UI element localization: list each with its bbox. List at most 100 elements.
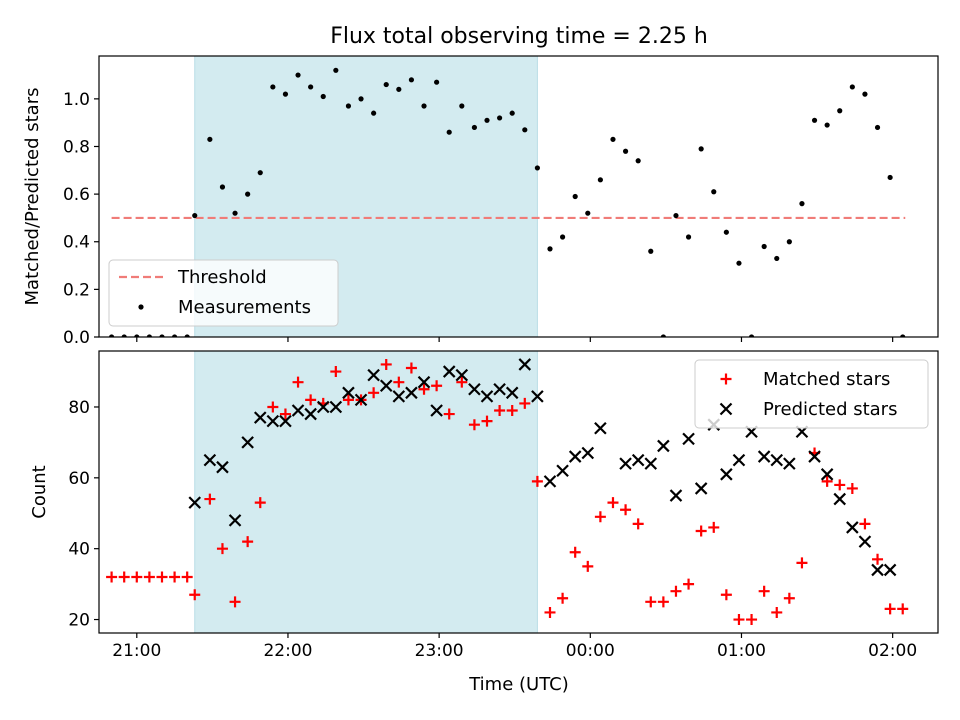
measurement-point: [585, 210, 591, 216]
predicted-stars-point: [858, 535, 872, 548]
predicted-stars-point: [468, 382, 481, 396]
predicted-stars-point: [757, 450, 771, 463]
predicted-stars-point: [392, 390, 406, 403]
x-tick-label: 02:00: [868, 641, 917, 661]
measurement-point: [635, 158, 641, 164]
predicted-stars-point: [783, 457, 796, 470]
predicted-stars-point: [846, 521, 859, 534]
matched-stars-point: [169, 571, 181, 583]
top-y-tick-label: 0.0: [63, 328, 90, 348]
predicted-stars-point: [291, 404, 305, 417]
predicted-stars-point: [253, 411, 267, 424]
matched-stars-point: [267, 401, 279, 413]
measurement-point: [748, 334, 755, 337]
bottom-legend: Matched stars Predicted stars: [694, 359, 929, 429]
measurement-point: [159, 334, 165, 337]
measurement-point: [736, 260, 742, 266]
x-tick-label: 21:00: [112, 641, 161, 661]
top-y-tick-label: 0.4: [63, 233, 90, 253]
bottom-y-tick-label: 20: [68, 611, 90, 631]
chart-title: Flux total observing time = 2.25 h: [330, 24, 708, 49]
matched-stars-point: [708, 521, 720, 533]
top-legend-threshold-label: Threshold: [177, 267, 267, 288]
bottom-y-axis-label: Count: [29, 465, 50, 518]
predicted-stars-point: [505, 386, 519, 400]
measurement-point: [171, 334, 178, 337]
matched-stars-point: [884, 603, 896, 615]
predicted-stars-point: [241, 436, 254, 449]
measurement-point: [673, 212, 679, 219]
predicted-stars-point: [316, 400, 330, 414]
matched-stars-point: [771, 606, 783, 618]
matched-stars-point: [783, 592, 795, 604]
predicted-stars-point: [430, 404, 443, 417]
measurement-point: [484, 117, 490, 123]
matched-stars-point: [607, 497, 619, 509]
measurement-point: [308, 84, 314, 90]
matched-stars-point: [620, 504, 632, 516]
matched-stars-point: [305, 394, 317, 406]
matched-stars-point: [657, 596, 669, 608]
measurement-point: [761, 243, 767, 250]
measurement-point: [811, 117, 818, 123]
measurement-point: [698, 146, 704, 152]
measurement-point: [270, 84, 276, 90]
predicted-stars-point: [405, 386, 418, 400]
matched-stars-point: [156, 571, 168, 583]
measurement-point: [597, 177, 603, 183]
bottom-y-tick-label: 60: [68, 469, 90, 489]
predicted-stars-point: [556, 464, 569, 478]
measurement-point: [207, 136, 213, 142]
matched-stars-point: [229, 596, 241, 608]
measurement-point: [837, 108, 843, 114]
matched-stars-point: [544, 606, 556, 618]
top-y-tick-label: 0.6: [63, 185, 90, 205]
top-legend-box: [108, 259, 339, 327]
measurement-point: [610, 136, 616, 142]
matched-stars-point: [872, 553, 884, 565]
matched-stars-point: [859, 518, 871, 530]
measurement-point: [723, 229, 729, 235]
matched-stars-point: [380, 358, 392, 370]
matched-stars-point: [431, 380, 443, 392]
matched-stars-point: [720, 589, 732, 601]
matched-stars-point: [118, 571, 130, 583]
measurement-point: [497, 115, 503, 121]
measurement-point: [774, 255, 780, 262]
matched-stars-point: [758, 585, 770, 597]
matched-stars-point: [531, 475, 543, 487]
matched-stars-point: [481, 415, 493, 427]
predicted-stars-point: [304, 407, 317, 421]
bottom-observing-window: [194, 351, 538, 633]
bottom-axes: 20 40 60 80 21:00 22:00 23:00 00:00 01:00 02:00 Co…: [29, 350, 939, 661]
x-tick-label: 22:00: [263, 641, 312, 661]
top-y-tick-label: 0.8: [63, 137, 90, 157]
measurement-point: [257, 170, 263, 176]
predicted-stars-point: [694, 482, 708, 495]
predicted-stars-point: [770, 453, 784, 467]
predicted-stars-point: [354, 393, 368, 407]
predicted-stars-point: [480, 390, 494, 403]
predicted-stars-point: [732, 453, 746, 467]
matched-stars-point: [796, 557, 808, 569]
x-tick-label: 00:00: [566, 641, 615, 661]
matched-stars-point: [106, 571, 118, 583]
matched-stars-point: [557, 592, 569, 604]
bottom-legend-matched-label: Matched stars: [763, 369, 890, 390]
measurement-point: [358, 96, 364, 102]
matched-stars-point: [368, 387, 380, 399]
matched-stars-point: [242, 536, 254, 548]
predicted-stars-point: [720, 468, 733, 481]
matched-stars-point: [279, 408, 291, 420]
matched-stars-point: [393, 376, 405, 388]
matched-stars-point: [216, 543, 228, 555]
measurement-point: [282, 91, 289, 97]
predicted-stars-point: [594, 421, 607, 435]
measurement-point: [421, 103, 427, 109]
bottom-legend-predicted-swatch: [719, 402, 733, 416]
matched-stars-point: [746, 614, 758, 626]
measurement-point: [862, 91, 868, 97]
predicted-stars-point: [657, 439, 670, 453]
predicted-stars-point: [820, 468, 834, 481]
predicted-stars-point: [216, 460, 229, 474]
